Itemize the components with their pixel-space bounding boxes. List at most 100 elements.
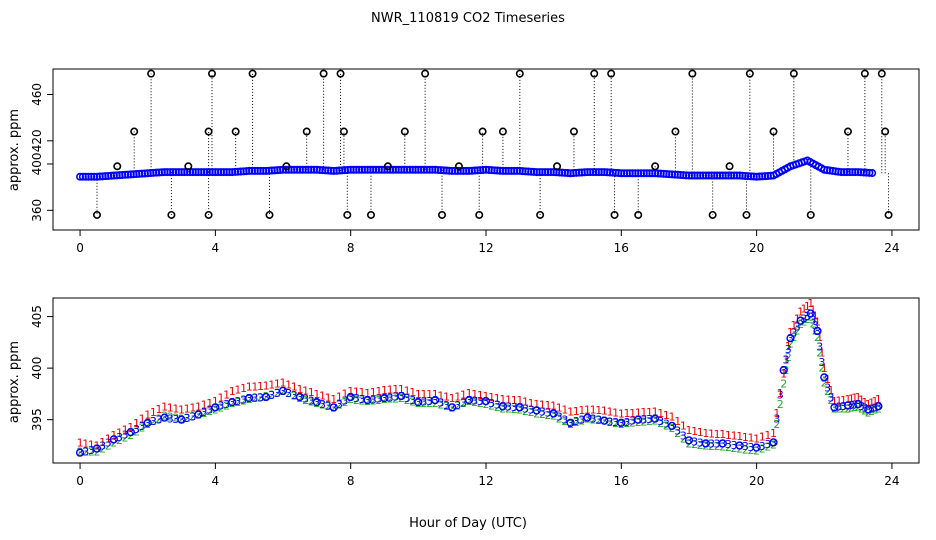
data-point-level_2: 2 xyxy=(804,313,811,326)
data-point-level_3: 3 xyxy=(865,403,872,416)
data-point-level_2: 2 xyxy=(708,440,715,453)
data-point-level_2: 2 xyxy=(831,402,838,415)
data-point-level_3: 3 xyxy=(454,399,461,412)
data-point-level_1: 1 xyxy=(167,401,174,414)
y-tick-label: 405 xyxy=(30,305,44,328)
data-point-level_3: 3 xyxy=(296,391,303,404)
data-point-level_1: 1 xyxy=(139,413,146,426)
data-point-level_2: 2 xyxy=(528,406,535,419)
data-point-level_1: 1 xyxy=(747,432,754,445)
data-point-level_2: 2 xyxy=(381,393,388,406)
spike-point xyxy=(248,69,257,78)
data-point-level_1: 1 xyxy=(263,380,270,393)
data-point-level_2: 2 xyxy=(828,394,835,407)
data-point-level_1: 1 xyxy=(629,407,636,420)
data-point-level_2: 2 xyxy=(268,388,275,401)
data-point-level_1: 1 xyxy=(736,430,743,443)
data-point-level_2: 2 xyxy=(691,438,698,451)
data-point-level_3: 3 xyxy=(814,325,821,338)
data-point-circle xyxy=(843,401,853,410)
data-point-circle xyxy=(498,402,508,411)
data-point-level_2: 2 xyxy=(731,442,738,455)
spike-point xyxy=(536,210,545,219)
x-tick-label: 4 xyxy=(212,474,220,488)
data-point-level_2: 2 xyxy=(364,395,371,408)
data-point-level_2: 2 xyxy=(780,378,787,391)
data-point-level_3: 3 xyxy=(840,400,847,413)
data-point-circle xyxy=(363,395,372,405)
spike-point xyxy=(204,210,213,219)
data-point-level_1: 1 xyxy=(189,401,196,414)
data-point-level_1: 1 xyxy=(759,431,766,444)
data-point-level_3: 3 xyxy=(810,313,817,326)
data-point-level_3: 3 xyxy=(201,406,208,419)
data-point-level_1: 1 xyxy=(443,391,450,404)
data-point-level_2: 2 xyxy=(184,411,191,424)
data-point-level_3: 3 xyxy=(777,388,784,401)
data-point-level_3: 3 xyxy=(680,430,687,443)
data-point-level_2: 2 xyxy=(674,427,681,440)
data-point-level_2: 2 xyxy=(702,439,709,452)
data-point-level_2: 2 xyxy=(133,425,140,438)
data-point-level_3: 3 xyxy=(742,440,749,453)
data-point-level_3: 3 xyxy=(821,371,828,384)
x-tick-label: 0 xyxy=(76,474,84,488)
data-point-circle xyxy=(262,392,271,402)
data-point-level_3: 3 xyxy=(629,415,636,428)
data-point-level_3: 3 xyxy=(218,400,225,413)
data-point-level_1: 1 xyxy=(161,400,168,413)
data-point-level_1: 1 xyxy=(511,394,518,407)
data-point-level_2: 2 xyxy=(787,337,794,350)
spike-point xyxy=(671,127,680,136)
data-point-level_1: 1 xyxy=(663,409,670,422)
data-point-level_1: 1 xyxy=(607,405,614,418)
data-point-level_3: 3 xyxy=(110,433,117,446)
top-panel-ylabel: approx. ppm xyxy=(7,109,22,191)
data-point-level_1: 1 xyxy=(347,385,354,398)
data-point-level_3: 3 xyxy=(516,401,523,414)
data-point-level_1: 1 xyxy=(466,387,473,400)
y-tick-label: 395 xyxy=(30,408,44,431)
data-point-level_1: 1 xyxy=(212,395,219,408)
spike-point xyxy=(688,69,697,78)
data-point-level_2: 2 xyxy=(218,401,225,414)
data-point-level_3: 3 xyxy=(669,420,676,433)
data-point-level_3: 3 xyxy=(875,400,882,413)
data-point-level_2: 2 xyxy=(550,410,557,423)
data-point-level_1: 1 xyxy=(787,326,794,339)
data-point-level_3: 3 xyxy=(601,415,608,428)
data-point-level_3: 3 xyxy=(764,438,771,451)
data-point-level_3: 3 xyxy=(364,394,371,407)
data-point-level_2: 2 xyxy=(82,446,89,459)
spike-point xyxy=(725,162,734,171)
spike-point xyxy=(207,69,216,78)
data-point-level_2: 2 xyxy=(375,394,382,407)
data-point-level_2: 2 xyxy=(794,324,801,337)
data-point-circle xyxy=(397,391,406,401)
data-point-level_2: 2 xyxy=(494,401,501,414)
spike-point xyxy=(478,127,487,136)
data-point-level_1: 1 xyxy=(229,385,236,398)
data-point-level_2: 2 xyxy=(759,443,766,456)
data-point-level_3: 3 xyxy=(257,391,264,404)
spike-point xyxy=(366,210,375,219)
data-point-level_2: 2 xyxy=(612,417,619,430)
data-point-level_3: 3 xyxy=(223,398,230,411)
data-point-level_3: 3 xyxy=(415,396,422,409)
data-point-level_1: 1 xyxy=(499,393,506,406)
data-point-level_3: 3 xyxy=(336,398,343,411)
data-point-level_2: 2 xyxy=(466,395,473,408)
data-point-level_2: 2 xyxy=(206,405,213,418)
data-point-level_1: 1 xyxy=(640,406,647,419)
x-tick-label: 16 xyxy=(614,241,629,255)
data-point-level_3: 3 xyxy=(370,393,377,406)
data-point-circle xyxy=(813,326,822,336)
data-point-level_2: 2 xyxy=(325,400,332,413)
data-point-level_3: 3 xyxy=(404,392,411,405)
x-tick-label: 8 xyxy=(347,474,355,488)
data-point-level_1: 1 xyxy=(702,427,709,440)
data-point-level_1: 1 xyxy=(828,384,835,397)
